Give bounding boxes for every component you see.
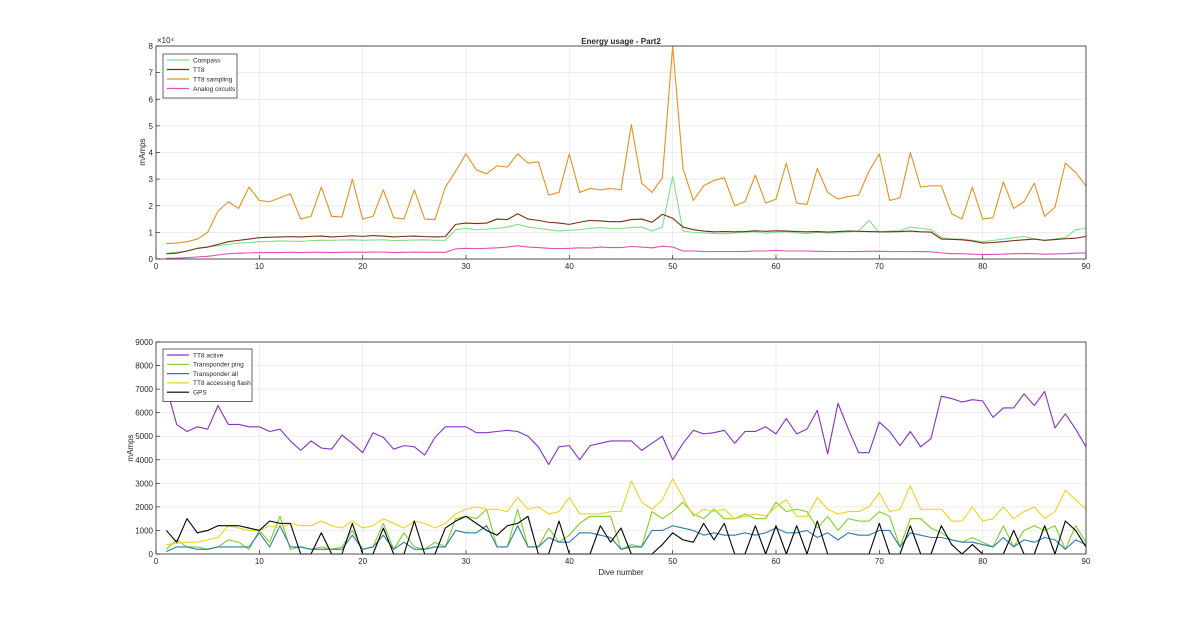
series-line-tt8-active [165,386,1087,466]
x-tick-label: 0 [154,262,159,271]
x-tick-label: 50 [668,262,677,271]
x-tick-label: 50 [668,557,677,566]
legend-box [162,53,238,99]
x-tick-label: 80 [978,262,987,271]
legend-label: Transponder ping [193,362,244,369]
y-tick-label: 1 [149,228,154,237]
y-tick-label: 5 [149,122,154,131]
chart-panel-power-components: 0 10 20 30 40 50 60 70 80 90 0 1000 2000 3000 4000 5000… [126,338,1091,577]
y-tick-label: 5000 [135,432,153,441]
legend-label: TT8 sampling [193,76,233,83]
x-tick-label: 0 [154,557,159,566]
y-tick-label: 8 [149,42,154,51]
y-axis-label: mAmps [126,434,135,461]
legend: TT8 active Transponder ping Transponder al… [162,348,253,402]
series-line-tt8-accessing-flash [166,478,1087,546]
y-tick-label: 4000 [135,456,153,465]
x-tick-label: 90 [1082,557,1091,566]
y-tick-label: 7 [149,69,154,78]
y-tick-label: 2 [149,202,154,211]
y-tick-label: 8000 [135,362,153,371]
series-line-tt8 [166,213,1087,255]
series-line-tt8-sampling [166,45,1087,245]
legend-label: TT8 active [193,352,224,359]
y-tick-label: 0 [149,255,154,264]
legend-label: Analog circuits [193,86,236,93]
y-tick-label: 3 [149,175,154,184]
x-axis-label: Dive number [598,568,644,577]
x-tick-label: 40 [565,262,574,271]
legend-label: TT8 accessing flash [193,380,251,387]
x-tick-label: 60 [772,262,781,271]
x-tick-label: 30 [462,262,471,271]
y-exponent-label: ×10⁴ [157,36,175,45]
legend-label: Transponder all [193,371,238,378]
grid-lines [156,46,1086,259]
chart-panel-energy-usage: 0 10 20 30 40 50 60 70 80 90 0 1 2 3 4 5 6 7 8 Energy usag… [138,36,1091,271]
y-tick-label: 4 [149,149,154,158]
x-tick-label: 10 [255,262,264,271]
y-tick-label: 9000 [135,338,153,347]
series-line-gps [165,515,1087,555]
x-tick-label: 80 [978,557,987,566]
series-line-compass [166,175,1087,255]
y-tick-label: 2000 [135,503,153,512]
x-tick-label: 70 [875,557,884,566]
legend-label: Compass [193,57,221,64]
x-tick-label: 10 [255,557,264,566]
axis-ticks: 0 10 20 30 40 50 60 70 80 90 0 1000 2000 3000 4000 5000… [135,338,1091,566]
series-line-analog-circuits [166,245,1087,260]
plot-area-frame [155,341,1087,555]
x-tick-label: 70 [875,262,884,271]
legend: Compass TT8 TT8 sampling Analog circuits [162,53,238,99]
axis-ticks: 0 10 20 30 40 50 60 70 80 90 0 1 2 3 4 5 6 7 8 [149,42,1091,271]
legend-label: TT8 [193,67,205,74]
series-lines [166,45,1087,260]
chart-title: Energy usage - Part2 [581,37,661,46]
grid-lines [156,342,1086,554]
x-tick-label: 90 [1082,262,1091,271]
x-tick-label: 40 [565,557,574,566]
series-lines [165,386,1087,555]
x-tick-label: 30 [462,557,471,566]
y-axis-label: mAmps [138,138,147,165]
series-line-transponder-ping [165,501,1087,550]
legend-label: GPS [193,390,207,397]
y-tick-label: 6000 [135,409,153,418]
y-tick-label: 1000 [135,526,153,535]
y-tick-label: 0 [149,550,154,559]
x-tick-label: 20 [358,262,367,271]
y-tick-label: 6 [149,95,154,104]
x-tick-label: 20 [358,557,367,566]
y-tick-label: 7000 [135,385,153,394]
y-tick-label: 3000 [135,479,153,488]
series-line-transponder-all [166,525,1087,553]
x-tick-label: 60 [772,557,781,566]
